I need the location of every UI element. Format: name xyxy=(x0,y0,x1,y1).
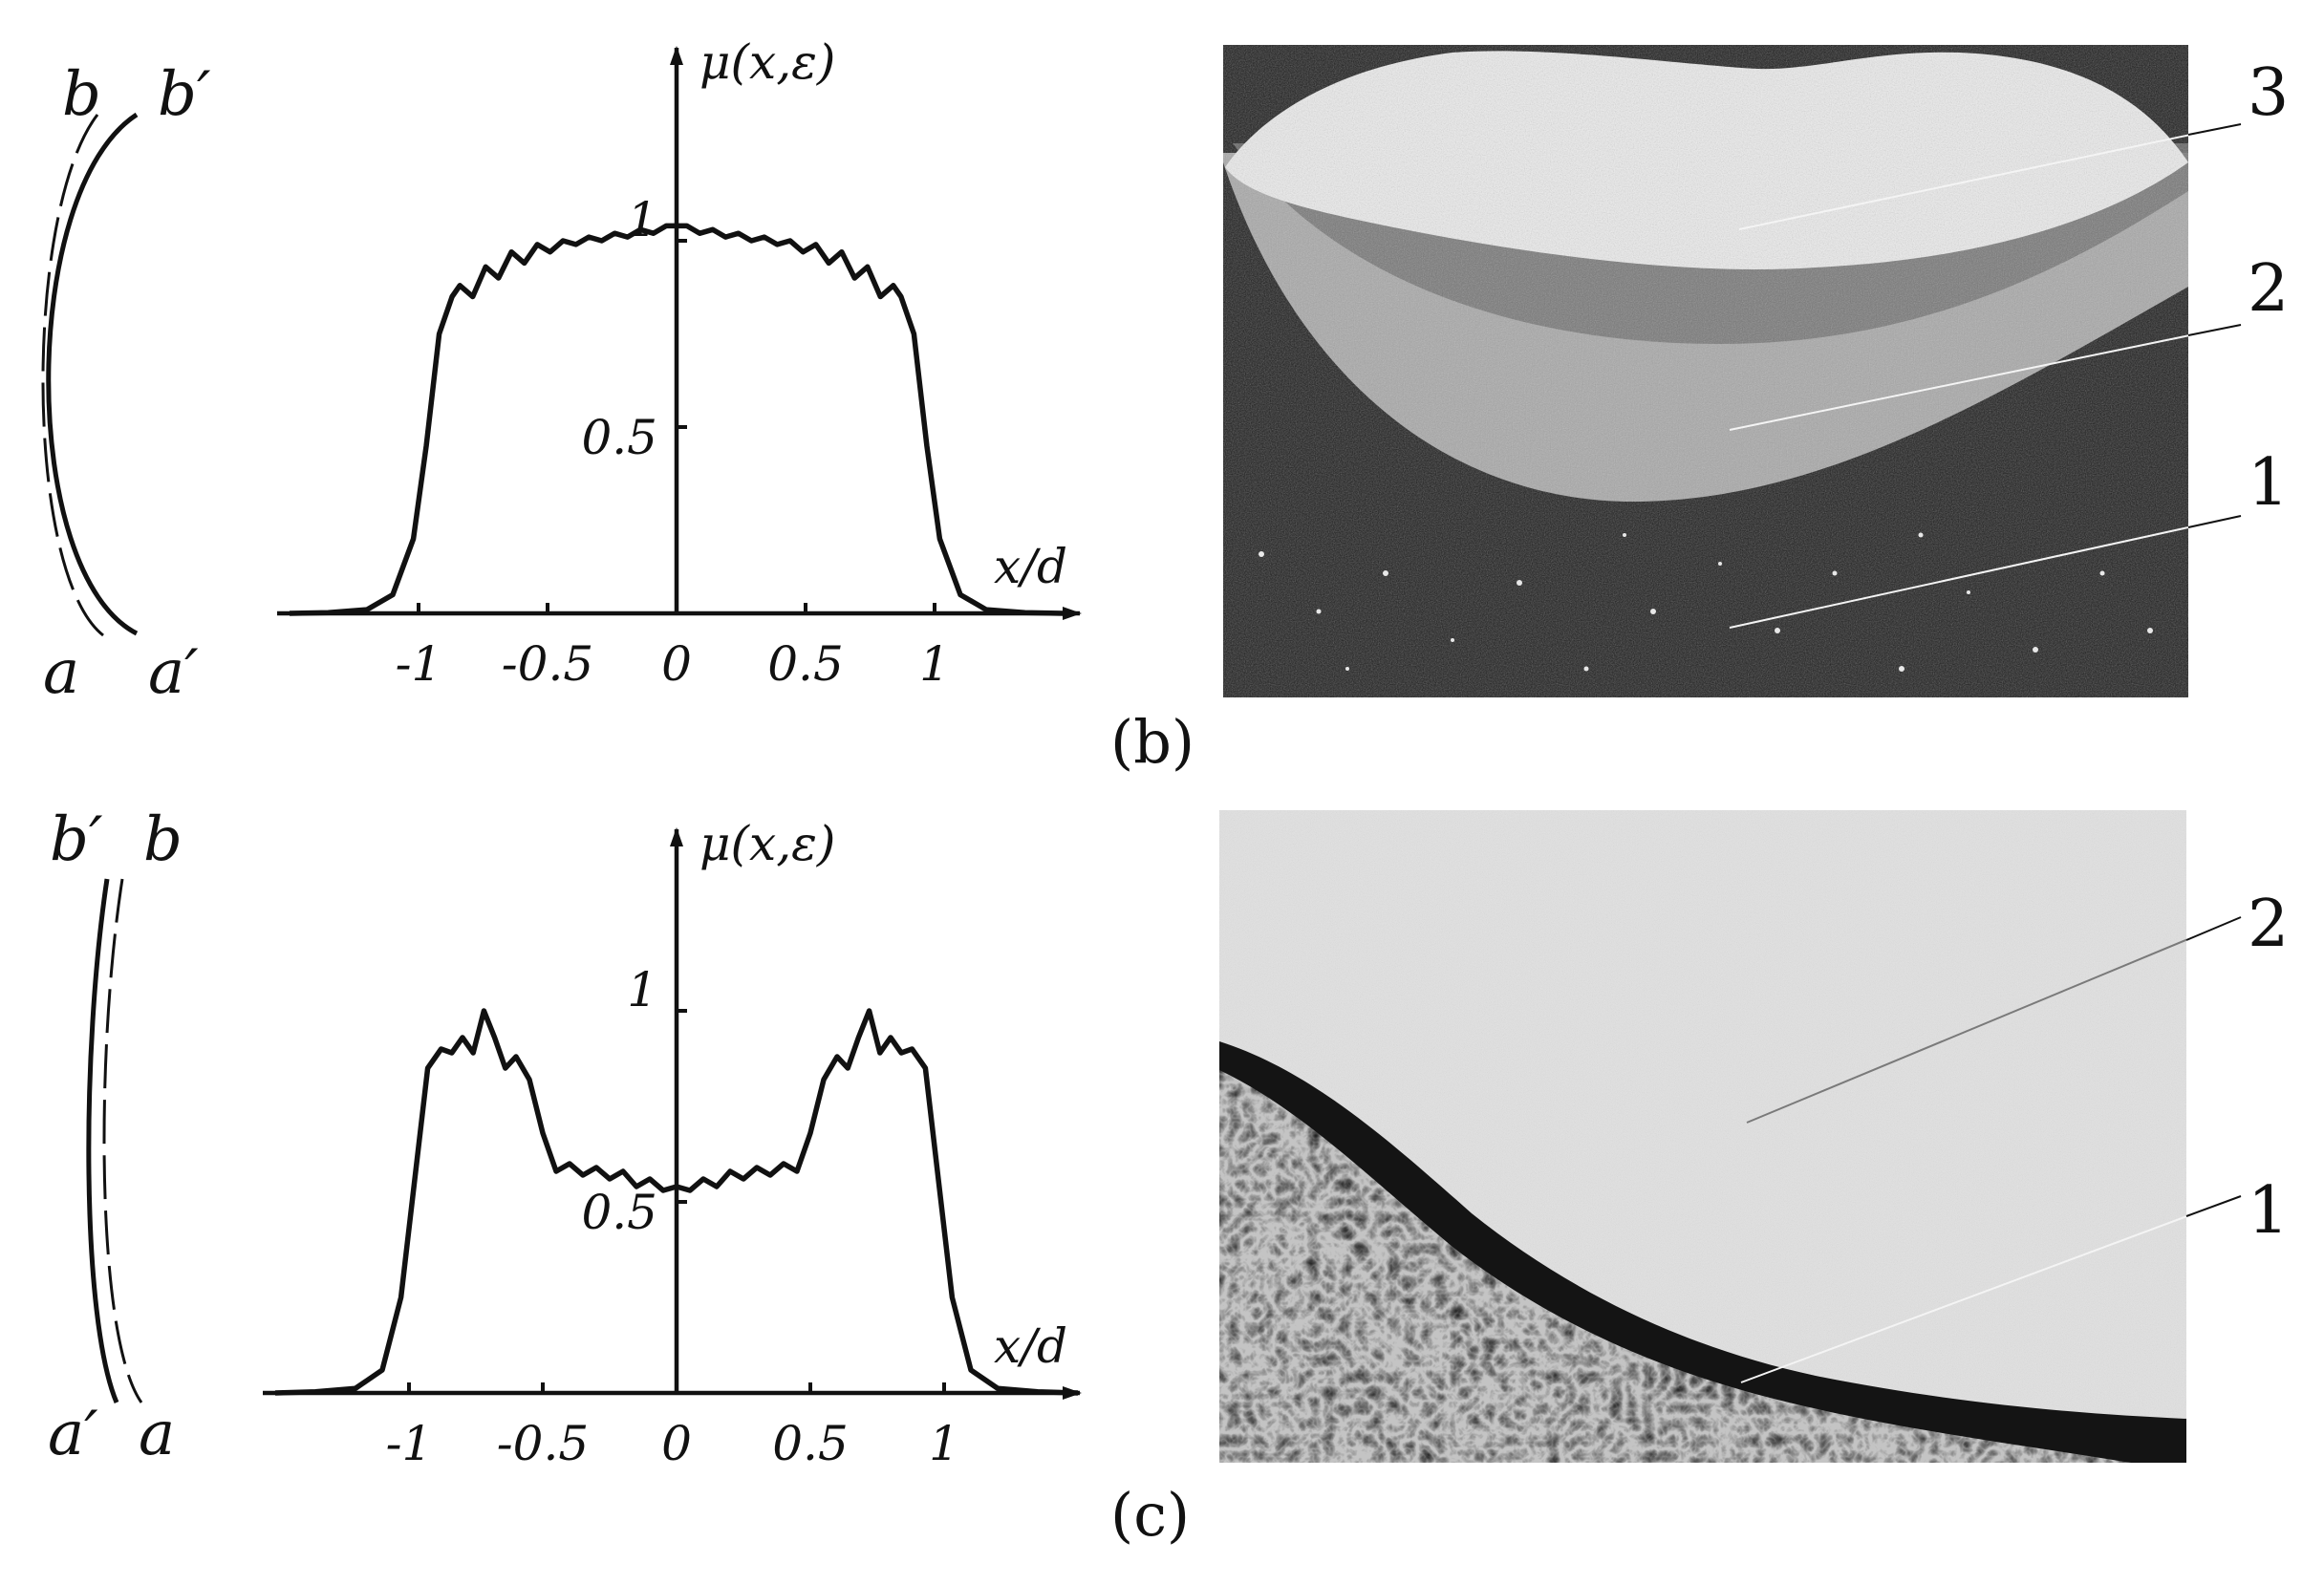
y-tick-label: 1 xyxy=(627,192,657,247)
x-tick-label: 0.5 xyxy=(772,1416,849,1471)
callout-label-2: 2 xyxy=(2248,887,2289,962)
y-tick-label: 0.5 xyxy=(581,410,657,465)
callout-label-2: 2 xyxy=(2248,251,2289,327)
sketch-solid-arc xyxy=(46,112,139,636)
callout-line-1-outer xyxy=(2187,515,2242,528)
sketch-dashed-arc xyxy=(102,878,143,1403)
panel-caption-c: (c) xyxy=(1110,1480,1190,1550)
callout-line-1 xyxy=(1740,1215,2186,1383)
y-axis-label: μ(x,ε) xyxy=(699,816,835,871)
sketch-dashed-arc xyxy=(41,114,104,637)
sketch-top-label-left: b′ xyxy=(50,804,103,875)
y-tick-label: 1 xyxy=(627,962,657,1017)
x-tick-label: -1 xyxy=(396,636,442,692)
x-tick-label: -1 xyxy=(386,1416,433,1471)
sketch-bottom-label-left: a xyxy=(43,637,79,708)
callout-label-1: 1 xyxy=(2248,1173,2289,1249)
zone-1-speckles xyxy=(1259,532,2153,672)
zone-1-texture xyxy=(1219,1070,2131,1463)
callout-line-2 xyxy=(1729,334,2188,431)
side-sketch-bottom: b′ b a′ a xyxy=(48,804,183,1469)
y-axis-label: μ(x,ε) xyxy=(699,34,835,90)
callout-line-2-outer xyxy=(2185,916,2242,941)
callout-line-2 xyxy=(1746,938,2186,1124)
y-tick-label: 0.5 xyxy=(581,1185,657,1240)
sketch-top-label-right: b′ xyxy=(158,59,211,130)
micrograph-b-grain xyxy=(1223,45,2188,697)
sketch-solid-arc xyxy=(86,878,119,1403)
x-tick-label: 1 xyxy=(919,636,950,692)
callout-line-3 xyxy=(1738,134,2188,230)
x-tick-label: 0.5 xyxy=(767,636,844,692)
micrograph-b xyxy=(1223,45,2188,697)
callout-label-1: 1 xyxy=(2248,445,2289,521)
callout-line-1 xyxy=(1729,526,2188,629)
panel-caption-b: (b) xyxy=(1110,707,1194,777)
mu-profile-chart-bottom: -1 -0.5 0 0.5 1 0.5 1 μ(x,ε) x/d xyxy=(263,816,1082,1471)
callout-label-3: 3 xyxy=(2248,55,2289,131)
x-axis-label: x/d xyxy=(994,1318,1067,1374)
x-axis-label: x/d xyxy=(994,539,1067,594)
mu-profile-chart-top: -1 -0.5 0 0.5 1 0.5 1 μ(x,ε) x/d xyxy=(277,34,1082,692)
micrograph-c xyxy=(1219,810,2186,1463)
sketch-top-label-left: b xyxy=(62,59,101,130)
callout-line-1-outer xyxy=(2185,1195,2242,1217)
sketch-bottom-label-right: a′ xyxy=(148,637,199,708)
sketch-bottom-label-left: a′ xyxy=(48,1399,98,1469)
sketch-bottom-label-right: a xyxy=(139,1399,175,1469)
side-sketch-top: b b′ a a′ xyxy=(41,59,211,708)
callout-line-3-outer xyxy=(2187,123,2242,136)
x-tick-label: 0 xyxy=(661,1416,692,1471)
x-tick-label: -0.5 xyxy=(502,636,593,692)
x-tick-label: 1 xyxy=(929,1416,959,1471)
series-line-mu xyxy=(289,223,1065,616)
x-tick-label: -0.5 xyxy=(497,1416,589,1471)
x-tick-label: 0 xyxy=(661,636,692,692)
series-line-mu xyxy=(274,1008,1079,1396)
callout-line-2-outer xyxy=(2187,324,2242,336)
sketch-top-label-right: b xyxy=(143,804,183,875)
